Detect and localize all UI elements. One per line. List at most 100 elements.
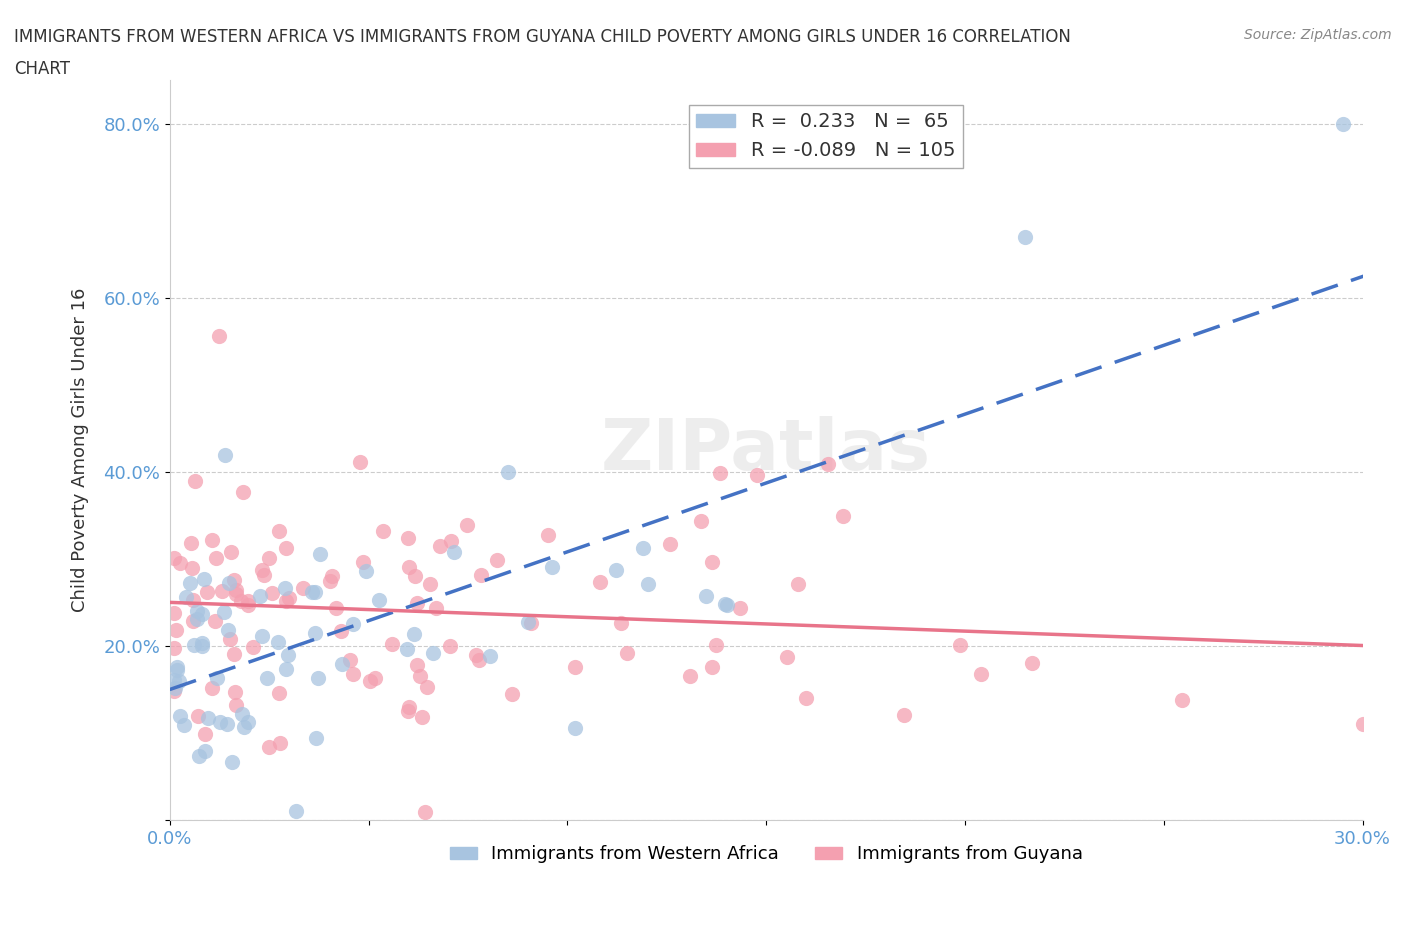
Point xyxy=(276,661,298,676)
Point xyxy=(169,556,191,571)
Point xyxy=(325,601,347,616)
Point xyxy=(242,639,264,654)
Point xyxy=(238,593,260,608)
Point xyxy=(396,704,419,719)
Point xyxy=(262,586,284,601)
Point xyxy=(631,540,654,555)
Point xyxy=(269,524,291,538)
Point xyxy=(163,641,186,656)
Point xyxy=(277,648,299,663)
Point xyxy=(179,576,201,591)
Point xyxy=(486,552,509,567)
Point xyxy=(186,604,208,618)
Point xyxy=(256,671,278,685)
Point xyxy=(637,577,659,591)
Point xyxy=(422,646,444,661)
Point xyxy=(332,657,354,671)
Y-axis label: Child Poverty Among Girls Under 16: Child Poverty Among Girls Under 16 xyxy=(72,288,89,612)
Point xyxy=(250,629,273,644)
Point xyxy=(231,707,253,722)
Point xyxy=(321,569,343,584)
Point xyxy=(225,582,247,597)
Point xyxy=(709,465,731,480)
Point xyxy=(787,577,810,591)
Point xyxy=(184,473,207,488)
Point xyxy=(404,568,426,583)
Point xyxy=(284,804,307,818)
Point xyxy=(305,731,328,746)
Point xyxy=(217,716,239,731)
Point xyxy=(349,454,371,469)
Point xyxy=(396,530,419,545)
Text: CHART: CHART xyxy=(14,60,70,78)
Point xyxy=(181,560,204,575)
Point xyxy=(371,524,394,538)
Text: Source: ZipAtlas.com: Source: ZipAtlas.com xyxy=(1244,28,1392,42)
Point xyxy=(208,328,231,343)
Point xyxy=(794,691,817,706)
Point xyxy=(704,638,727,653)
Point xyxy=(187,709,209,724)
Point xyxy=(214,605,236,620)
Point xyxy=(747,467,769,482)
Point xyxy=(304,585,326,600)
Point xyxy=(309,547,332,562)
Point xyxy=(224,647,246,662)
Point xyxy=(464,648,486,663)
Point xyxy=(165,622,187,637)
Point xyxy=(250,563,273,578)
Point xyxy=(163,684,186,698)
Point xyxy=(166,660,188,675)
Point xyxy=(659,537,682,551)
Point xyxy=(589,575,612,590)
Point xyxy=(167,673,190,688)
Point xyxy=(540,560,562,575)
Point xyxy=(257,551,280,565)
Point xyxy=(689,513,711,528)
Point xyxy=(404,627,426,642)
Point xyxy=(204,614,226,629)
Point xyxy=(193,571,215,586)
Point xyxy=(949,637,972,652)
Point xyxy=(273,580,295,595)
Point xyxy=(308,671,330,685)
Point xyxy=(186,612,208,627)
Point xyxy=(173,717,195,732)
Point xyxy=(352,554,374,569)
Point xyxy=(406,596,429,611)
Point xyxy=(496,464,519,479)
Point xyxy=(194,726,217,741)
Point xyxy=(564,659,586,674)
Point xyxy=(201,681,224,696)
Point xyxy=(679,669,702,684)
Point xyxy=(817,457,839,472)
Point xyxy=(269,735,291,750)
Point xyxy=(443,545,465,560)
Point xyxy=(197,711,219,725)
Point xyxy=(276,593,298,608)
Point xyxy=(200,533,222,548)
Point xyxy=(165,680,187,695)
Point xyxy=(439,639,461,654)
Point xyxy=(893,707,915,722)
Point xyxy=(174,589,197,604)
Point xyxy=(163,550,186,565)
Point xyxy=(1171,692,1194,707)
Point xyxy=(831,509,853,524)
Point xyxy=(221,754,243,769)
Point xyxy=(1331,116,1354,131)
Point xyxy=(166,662,188,677)
Text: ZIPatlas: ZIPatlas xyxy=(602,416,931,485)
Point xyxy=(1021,656,1043,671)
Point xyxy=(470,567,492,582)
Point xyxy=(169,709,191,724)
Point xyxy=(180,536,202,551)
Point xyxy=(564,720,586,735)
Point xyxy=(163,672,186,687)
Point xyxy=(163,606,186,621)
Point xyxy=(425,601,447,616)
Point xyxy=(419,577,441,591)
Point xyxy=(398,699,420,714)
Point xyxy=(415,804,437,819)
Legend: Immigrants from Western Africa, Immigrants from Guyana: Immigrants from Western Africa, Immigran… xyxy=(443,838,1090,870)
